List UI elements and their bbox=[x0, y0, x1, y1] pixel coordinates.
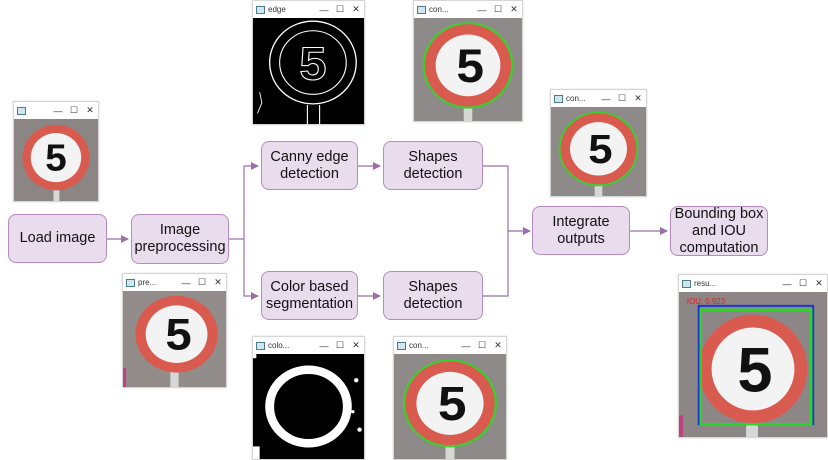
edge-digit: 5 bbox=[299, 38, 326, 90]
minimize-icon[interactable]: — bbox=[782, 278, 792, 289]
app-icon bbox=[554, 94, 563, 103]
node-load-image: Load image bbox=[8, 214, 107, 263]
window-edge[interactable]: edge — ☐ ✕ 5 bbox=[252, 0, 365, 125]
predicted-box bbox=[699, 308, 813, 426]
close-icon[interactable]: ✕ bbox=[634, 93, 642, 103]
sign-digit: 5 bbox=[438, 377, 467, 431]
titlebar[interactable]: resu... — ☐ ✕ bbox=[679, 275, 827, 292]
sign-digit: 5 bbox=[588, 126, 612, 171]
app-icon bbox=[682, 279, 691, 288]
window-contour-bottom[interactable]: con... — ☐ ✕ 5 bbox=[393, 336, 507, 460]
titlebar[interactable]: — ☐ ✕ bbox=[14, 102, 98, 119]
minimize-icon[interactable]: — bbox=[53, 105, 63, 116]
maximize-icon[interactable]: ☐ bbox=[477, 340, 487, 350]
titlebar[interactable]: con... — ☐ ✕ bbox=[394, 337, 506, 354]
titlebar[interactable]: edge — ☐ ✕ bbox=[253, 1, 364, 18]
maximize-icon[interactable]: ☐ bbox=[493, 4, 503, 14]
iou-label: IOU: 0.923 bbox=[687, 297, 726, 306]
app-icon bbox=[256, 341, 265, 350]
contour-image: 5 bbox=[551, 107, 646, 196]
window-title: colo... bbox=[268, 341, 290, 350]
contour-image: 5 bbox=[394, 354, 506, 459]
minimize-icon[interactable]: — bbox=[461, 340, 471, 351]
app-icon bbox=[397, 341, 406, 350]
app-icon bbox=[417, 5, 426, 14]
mask-image bbox=[253, 354, 364, 459]
window-title: pre... bbox=[138, 278, 157, 287]
sign-image: 5 bbox=[123, 291, 226, 387]
window-title: con... bbox=[429, 5, 449, 14]
contour-image: 5 bbox=[414, 18, 522, 121]
maximize-icon[interactable]: ☐ bbox=[335, 340, 345, 350]
maximize-icon[interactable]: ☐ bbox=[335, 4, 345, 14]
arrow-shapes-top-to-integrate bbox=[483, 165, 531, 235]
arrow-to-canny bbox=[243, 162, 259, 239]
maximize-icon[interactable]: ☐ bbox=[197, 277, 207, 287]
close-icon[interactable]: ✕ bbox=[86, 105, 94, 115]
window-contour-integrated[interactable]: con... — ☐ ✕ 5 bbox=[550, 89, 647, 197]
sign-digit: 5 bbox=[737, 336, 772, 406]
minimize-icon[interactable]: — bbox=[181, 277, 191, 288]
maximize-icon[interactable]: ☐ bbox=[69, 105, 79, 115]
node-image-preprocessing: Image preprocessing bbox=[131, 214, 229, 264]
node-integrate-outputs: Integrate outputs bbox=[532, 206, 630, 255]
arrow-shapes-bottom-to-integrate bbox=[483, 231, 509, 297]
maximize-icon[interactable]: ☐ bbox=[617, 93, 627, 103]
app-icon bbox=[126, 278, 135, 287]
window-input-image[interactable]: — ☐ ✕ 5 bbox=[13, 101, 99, 202]
window-title: edge bbox=[268, 5, 286, 14]
window-result[interactable]: resu... — ☐ ✕ 5 IOU: 0.923 bbox=[678, 274, 828, 438]
window-preprocessed[interactable]: pre... — ☐ ✕ 5 bbox=[122, 273, 227, 388]
minimize-icon[interactable]: — bbox=[319, 340, 329, 351]
app-icon bbox=[256, 5, 265, 14]
sign-digit: 5 bbox=[456, 40, 484, 93]
minimize-icon[interactable]: — bbox=[319, 4, 329, 15]
result-image: 5 IOU: 0.923 bbox=[679, 292, 827, 437]
sign-digit: 5 bbox=[45, 137, 66, 179]
window-title: resu... bbox=[694, 279, 717, 288]
node-shapes-detection-bottom: Shapes detection bbox=[383, 271, 483, 320]
node-color-based-segmentation: Color based segmentation bbox=[261, 271, 358, 320]
close-icon[interactable]: ✕ bbox=[494, 340, 502, 350]
titlebar[interactable]: con... — ☐ ✕ bbox=[551, 90, 646, 107]
window-title: con... bbox=[409, 341, 429, 350]
close-icon[interactable]: ✕ bbox=[352, 340, 360, 350]
close-icon[interactable]: ✕ bbox=[815, 278, 823, 288]
node-canny-edge-detection: Canny edge detection bbox=[261, 141, 358, 190]
titlebar[interactable]: con... — ☐ ✕ bbox=[414, 1, 522, 18]
titlebar[interactable]: pre... — ☐ ✕ bbox=[123, 274, 226, 291]
titlebar[interactable]: colo... — ☐ ✕ bbox=[253, 337, 364, 354]
node-bounding-box-iou: Bounding box and IOU computation bbox=[670, 206, 768, 256]
app-icon bbox=[17, 106, 26, 115]
sign-image: 5 bbox=[14, 119, 98, 201]
close-icon[interactable]: ✕ bbox=[214, 277, 222, 287]
maximize-icon[interactable]: ☐ bbox=[798, 278, 808, 288]
window-color-segmentation[interactable]: colo... — ☐ ✕ bbox=[252, 336, 365, 460]
edge-image: 5 bbox=[253, 18, 364, 124]
node-shapes-detection-top: Shapes detection bbox=[383, 141, 483, 190]
arrow-to-color bbox=[243, 239, 259, 300]
close-icon[interactable]: ✕ bbox=[510, 4, 518, 14]
minimize-icon[interactable]: — bbox=[601, 93, 611, 104]
window-title: con... bbox=[566, 94, 586, 103]
window-contour-top[interactable]: con... — ☐ ✕ 5 bbox=[413, 0, 523, 122]
sign-digit: 5 bbox=[165, 310, 191, 359]
close-icon[interactable]: ✕ bbox=[352, 4, 360, 14]
minimize-icon[interactable]: — bbox=[477, 4, 487, 15]
